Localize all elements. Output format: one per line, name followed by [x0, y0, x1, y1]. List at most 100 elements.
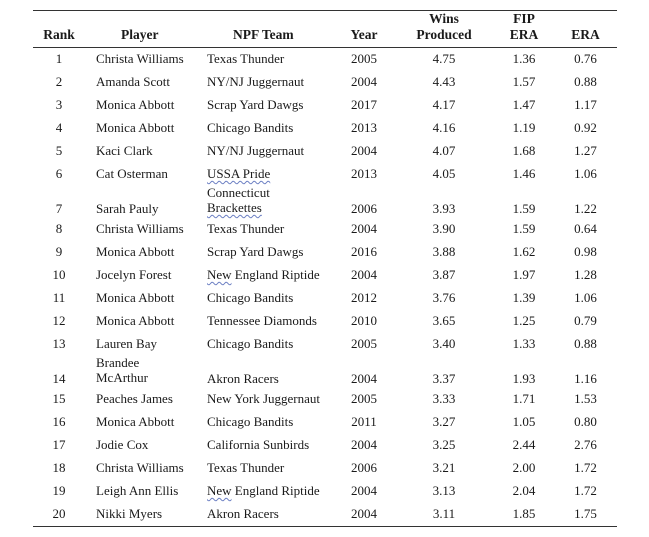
era-cell: 0.88 [574, 74, 597, 89]
header-wins-line1: Wins [429, 11, 459, 26]
team-cell-line2: Brackettes [207, 200, 262, 215]
era-cell: 1.16 [574, 371, 597, 386]
year-cell: 2006 [351, 201, 377, 216]
player-cell: Jocelyn Forest [96, 267, 172, 282]
player-cell: Christa Williams [96, 460, 184, 475]
team-cell: Chicago Bandits [207, 120, 294, 135]
era-cell: 0.76 [574, 51, 597, 66]
wins-cell: 3.65 [432, 313, 456, 328]
wins-cell: 3.87 [432, 267, 456, 282]
rank-cell: 17 [52, 437, 66, 452]
table-row: 8 Christa Williams Texas Thunder 2004 3.… [33, 218, 617, 241]
era-cell: 1.17 [574, 97, 597, 112]
table-row: 9 Monica Abbott Scrap Yard Dawgs 2016 3.… [33, 241, 617, 264]
wins-produced-table: Rank Player NPF Team Year Wins Produced … [33, 10, 617, 527]
team-cell: USSA Pride [207, 166, 271, 181]
table-row: 19 Leigh Ann Ellis New England Riptide 2… [33, 480, 617, 503]
player-cell: Monica Abbott [96, 313, 175, 328]
table-row: 2 Amanda Scott NY/NJ Juggernaut 2004 4.4… [33, 71, 617, 94]
wins-cell: 4.43 [432, 74, 456, 89]
rank-cell: 12 [52, 313, 66, 328]
fip-cell: 1.47 [512, 97, 536, 112]
fip-cell: 1.85 [512, 506, 536, 521]
table-row: 15 Peaches James New York Juggernaut 200… [33, 388, 617, 411]
fip-cell: 1.62 [512, 244, 536, 259]
wins-cell: 4.75 [432, 51, 456, 66]
era-cell: 0.80 [574, 414, 597, 429]
year-cell: 2004 [351, 143, 377, 158]
wins-cell: 3.93 [432, 201, 456, 216]
table-row: 5 Kaci Clark NY/NJ Juggernaut 2004 4.07 … [33, 140, 617, 163]
rank-cell: 4 [55, 120, 63, 135]
rank-cell: 14 [52, 371, 66, 386]
wins-cell: 3.13 [432, 483, 456, 498]
year-cell: 2016 [351, 244, 377, 259]
rank-cell: 11 [52, 290, 66, 305]
era-cell: 1.27 [574, 143, 597, 158]
rank-cell: 1 [55, 51, 63, 66]
year-cell: 2017 [351, 97, 377, 112]
team-cell: California Sunbirds [207, 437, 310, 452]
wins-cell: 4.16 [432, 120, 456, 135]
year-cell: 2005 [351, 51, 377, 66]
header-era: ERA [571, 27, 600, 42]
wins-cell: 3.11 [432, 506, 456, 521]
era-cell: 1.06 [574, 166, 597, 181]
header-fip-line2: ERA [509, 27, 539, 42]
team-cell: Texas Thunder [207, 51, 285, 66]
era-cell: 1.75 [574, 506, 597, 521]
era-cell: 1.72 [574, 483, 597, 498]
rank-cell: 16 [52, 414, 66, 429]
team-cell: Akron Racers [207, 371, 279, 386]
rank-cell: 13 [52, 336, 66, 351]
table-row: 14 Brandee McArthur Akron Racers 2004 3.… [33, 356, 617, 388]
table-row: 17 Jodie Cox California Sunbirds 2004 3.… [33, 434, 617, 457]
header-team: NPF Team [233, 27, 294, 42]
year-cell: 2004 [351, 437, 377, 452]
team-cell: NY/NJ Juggernaut [207, 74, 305, 89]
player-cell: Nikki Myers [96, 506, 163, 521]
year-cell: 2013 [351, 120, 377, 135]
player-cell: Leigh Ann Ellis [96, 483, 179, 498]
top-rule [33, 10, 617, 11]
fip-cell: 1.39 [512, 290, 536, 305]
header-rule [33, 47, 617, 48]
team-cell: Chicago Bandits [207, 336, 294, 351]
year-cell: 2004 [351, 371, 377, 386]
era-cell: 0.88 [574, 336, 597, 351]
fip-cell: 1.25 [512, 313, 536, 328]
team-cell: NY/NJ Juggernaut [207, 143, 305, 158]
team-cell: Scrap Yard Dawgs [207, 244, 304, 259]
table-row: 12 Monica Abbott Tennessee Diamonds 2010… [33, 310, 617, 333]
team-cell: New York Juggernaut [207, 391, 321, 406]
table-row: 11 Monica Abbott Chicago Bandits 2012 3.… [33, 287, 617, 310]
wins-cell: 3.40 [432, 336, 456, 351]
table-row: 7 Sarah Pauly Connecticut Brackettes 200… [33, 186, 617, 218]
wins-cell: 3.27 [432, 414, 456, 429]
team-cell: Texas Thunder [207, 460, 285, 475]
fip-cell: 1.36 [512, 51, 536, 66]
year-cell: 2010 [351, 313, 377, 328]
year-cell: 2005 [351, 336, 377, 351]
header-fip-line1: FIP [513, 11, 535, 26]
rank-cell: 15 [52, 391, 66, 406]
team-cell-first-word: New [207, 267, 232, 282]
fip-cell: 1.93 [512, 371, 536, 386]
year-cell: 2004 [351, 267, 377, 282]
wins-cell: 4.17 [432, 97, 456, 112]
wins-cell: 3.76 [432, 290, 456, 305]
table-row: 13 Lauren Bay Chicago Bandits 2005 3.40 … [33, 333, 617, 356]
player-cell: Sarah Pauly [96, 201, 159, 216]
rank-cell: 7 [55, 201, 63, 216]
player-cell: Christa Williams [96, 221, 184, 236]
era-cell: 0.98 [574, 244, 597, 259]
player-cell: Monica Abbott [96, 120, 175, 135]
player-cell: Monica Abbott [96, 414, 175, 429]
team-cell: Chicago Bandits [207, 290, 294, 305]
year-cell: 2006 [351, 460, 377, 475]
fip-cell: 2.04 [512, 483, 536, 498]
rank-cell: 10 [52, 267, 66, 282]
player-cell: Monica Abbott [96, 244, 175, 259]
team-cell-rest: England Riptide [231, 483, 320, 498]
player-cell: Cat Osterman [96, 166, 168, 181]
